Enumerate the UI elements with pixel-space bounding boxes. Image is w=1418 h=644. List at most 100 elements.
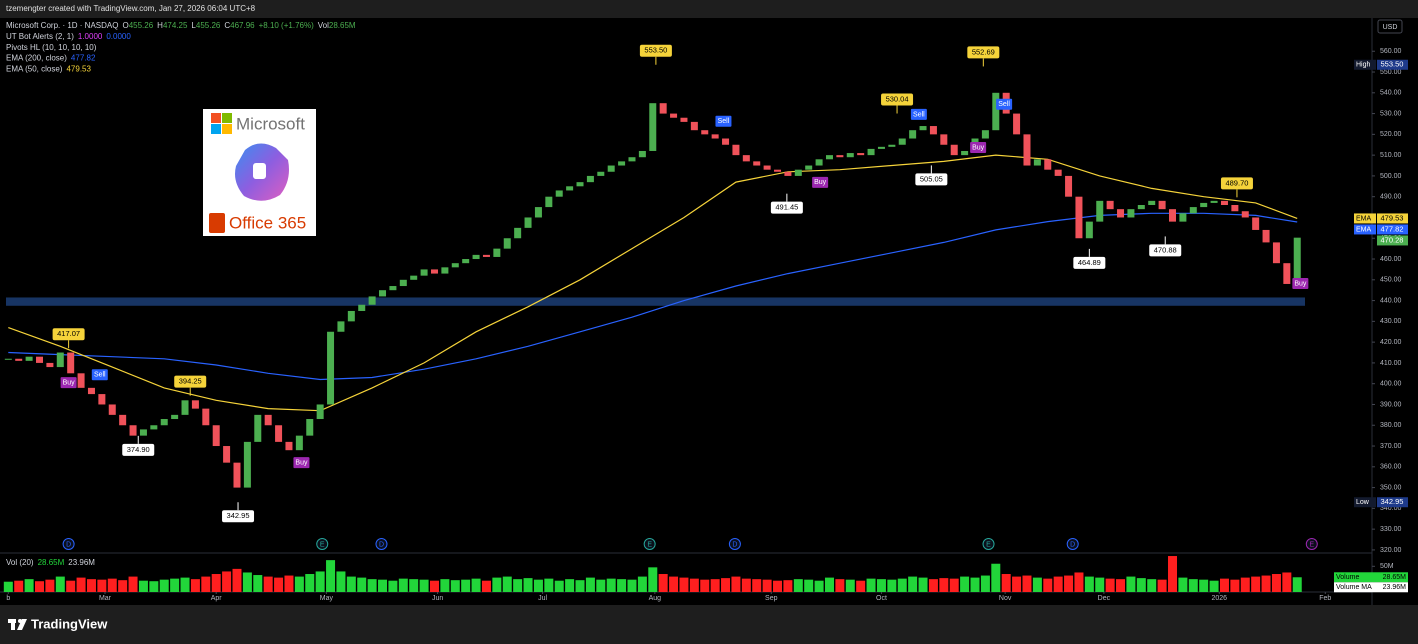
- volume-bar: [1282, 572, 1292, 592]
- candle: [722, 138, 730, 145]
- candle: [1241, 211, 1249, 218]
- candle: [1106, 200, 1114, 210]
- ohlc-value: 467.96: [230, 21, 255, 30]
- candle: [150, 425, 158, 430]
- candle: [1096, 200, 1104, 222]
- candle: [1252, 217, 1260, 230]
- volume-bar: [274, 577, 284, 592]
- y-tick-label: 360.00: [1380, 464, 1402, 471]
- candle: [628, 157, 636, 162]
- volume-bar: [1292, 577, 1302, 592]
- volume-bar: [928, 579, 938, 592]
- volume-bar: [45, 579, 55, 592]
- office-small-icon: [209, 213, 225, 233]
- volume-bar: [315, 571, 325, 592]
- price-tag-name: Low: [1356, 499, 1370, 506]
- y-tick-label: 430.00: [1380, 318, 1402, 325]
- indicator-name: EMA (200, close): [6, 54, 67, 63]
- pivot-label: 530.04: [886, 94, 909, 103]
- x-tick-label: 2026: [1211, 595, 1227, 602]
- volume-bar: [1043, 578, 1053, 592]
- pivot-box: [1149, 244, 1182, 257]
- candle: [358, 304, 366, 311]
- price-tag-label: 479.53: [1381, 213, 1404, 222]
- volume-bar: [606, 578, 616, 592]
- volume-bar: [700, 579, 710, 592]
- pivot-box: [915, 173, 948, 186]
- volume-bar: [253, 575, 263, 592]
- volume-bar: [1168, 556, 1178, 592]
- candle: [1283, 263, 1291, 284]
- volume-bar: [138, 580, 148, 592]
- volume-bar: [336, 571, 346, 592]
- candle: [566, 186, 574, 191]
- pivot-label: 394.25: [179, 377, 202, 386]
- change: +8.10 (+1.76%): [259, 21, 314, 30]
- pivot-box: [122, 443, 155, 456]
- volume-ma: 23.96M: [68, 558, 95, 567]
- x-tick-label: May: [320, 595, 334, 602]
- volume-tag-value: 28.65M: [1383, 574, 1407, 581]
- candle: [690, 121, 698, 131]
- candle: [576, 182, 584, 187]
- volume-bar: [908, 576, 918, 592]
- candle: [129, 425, 137, 436]
- pivot-box: [1073, 256, 1106, 269]
- candle: [233, 462, 241, 488]
- volume-bar: [1178, 577, 1188, 592]
- volume-bar: [1116, 579, 1126, 592]
- volume-bar: [502, 576, 512, 592]
- x-tick-label: Sep: [765, 595, 778, 602]
- signal-box: [970, 141, 987, 153]
- volume-bar: [242, 572, 252, 592]
- volume-bar: [939, 578, 949, 592]
- x-tick-label: Mar: [99, 595, 112, 602]
- volume-bar: [1064, 575, 1074, 592]
- legend-line: Microsoft Corp. · 1D · NASDAQ O455.26 H474…: [6, 21, 356, 30]
- volume-bar: [388, 580, 398, 592]
- candle: [867, 148, 875, 156]
- pivot-box: [1220, 177, 1253, 190]
- legend-line: Pivots HL (10, 10, 10, 10): [6, 43, 97, 52]
- candle: [285, 441, 293, 451]
- volume-bar: [544, 578, 554, 592]
- candle: [472, 254, 480, 260]
- volume-bar: [76, 577, 86, 592]
- candle: [1044, 159, 1052, 170]
- pivot-box: [639, 44, 672, 57]
- candle: [618, 161, 626, 166]
- volume-bar: [565, 579, 575, 592]
- candle: [119, 414, 127, 426]
- candle: [732, 144, 740, 156]
- price-tag: [1377, 224, 1408, 235]
- candle: [212, 425, 220, 447]
- candle: [1085, 221, 1093, 239]
- currency-button[interactable]: [1377, 19, 1403, 34]
- volume-bar: [689, 578, 699, 592]
- y-tick-label: 510.00: [1380, 152, 1402, 159]
- candle: [316, 404, 324, 420]
- signal-label: Buy: [814, 179, 827, 186]
- volume-bar: [637, 576, 647, 592]
- volume-bar: [627, 579, 637, 592]
- candle: [243, 441, 251, 488]
- candle: [462, 259, 470, 264]
- pivot-label: 505.05: [920, 174, 943, 183]
- indicator-value: 479.53: [66, 65, 91, 74]
- volume-bar: [326, 560, 336, 592]
- candle: [753, 161, 761, 166]
- volume-bar: [980, 575, 990, 592]
- candle: [108, 404, 116, 415]
- volume-bar: [170, 578, 180, 592]
- candle: [794, 169, 802, 176]
- candle: [46, 362, 54, 368]
- event-label: E: [1309, 541, 1314, 548]
- candle: [441, 267, 449, 274]
- candle: [389, 286, 397, 291]
- ohlc-value: 455.26: [196, 21, 221, 30]
- volume-bar: [461, 579, 471, 592]
- volume-bar: [55, 576, 65, 592]
- volume-bar: [211, 574, 221, 592]
- volume-tag-value: 23.96M: [1383, 584, 1407, 591]
- y-tick-label: 500.00: [1380, 173, 1402, 180]
